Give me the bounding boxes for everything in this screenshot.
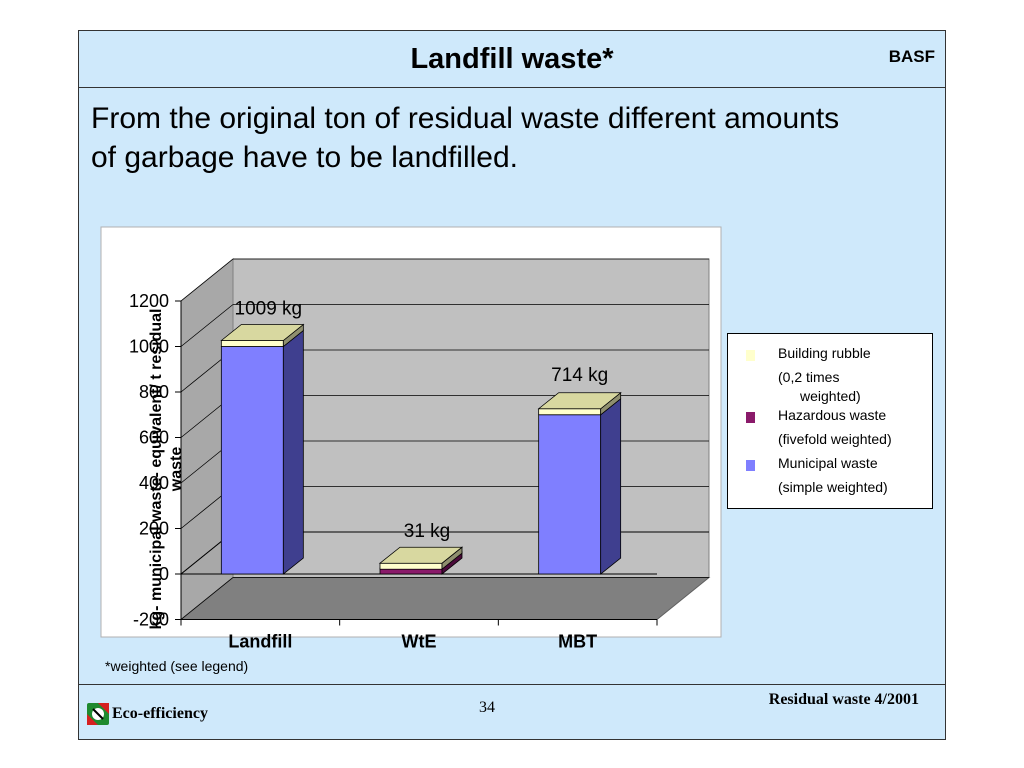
x-tick-label: WtE xyxy=(402,632,437,652)
bar-wte-front xyxy=(379,562,443,570)
y-tick-label: 400 xyxy=(139,473,169,493)
x-tick-label: MBT xyxy=(558,632,597,652)
bar-mbt-front xyxy=(538,408,602,416)
intro-text: From the original ton of residual waste … xyxy=(91,102,840,174)
legend-swatch-municipal-waste xyxy=(746,460,755,471)
legend-text: (simple weighted) xyxy=(778,479,888,495)
y-tick-label: 1200 xyxy=(129,291,169,311)
bar-landfill-front xyxy=(220,346,284,575)
y-tick-label: 1000 xyxy=(129,337,169,357)
bar-landfill-front xyxy=(220,340,284,347)
data-label: 1009 kg xyxy=(235,299,303,320)
legend-text: (fivefold weighted) xyxy=(778,431,892,447)
y-tick-label: 0 xyxy=(159,564,169,584)
legend-swatch-building-rubble xyxy=(746,350,755,361)
legend-text: Municipal waste xyxy=(778,455,878,471)
data-label: 31 kg xyxy=(404,521,450,542)
chart-legend: Building rubble (0,2 times weighted) Hazard… xyxy=(727,333,933,509)
legend-text: Hazardous waste xyxy=(778,407,887,423)
bar-mbt-top xyxy=(537,392,622,410)
slide: Landfill waste* BASF From the original t… xyxy=(78,30,946,740)
gridline-side xyxy=(180,258,234,302)
legend-text: weighted) xyxy=(800,388,861,404)
gridline-side xyxy=(180,577,234,620)
footnote: *weighted (see legend) xyxy=(105,658,249,674)
y-axis-label: kg- municipal waste- equivalent/ t resid… xyxy=(148,308,185,630)
footer-left: Eco-efficiency xyxy=(87,703,208,725)
title-bar: Landfill waste* BASF xyxy=(79,31,945,88)
x-tick-label: Landfill xyxy=(228,632,292,652)
footer-divider xyxy=(79,684,945,685)
legend-text: (0,2 times xyxy=(778,369,840,385)
back-wall xyxy=(232,258,710,578)
gridline-side xyxy=(180,304,234,347)
y-tick-label: 600 xyxy=(139,428,169,448)
y-tick-label: 800 xyxy=(139,382,169,402)
chart: -200 0 200 400 600 800 1000 1200 Landfill WtE MBT 1… xyxy=(100,226,722,652)
brand-label: BASF xyxy=(888,47,935,66)
bar-mbt-side xyxy=(600,397,622,575)
footer-right-label: Residual waste 4/2001 xyxy=(768,691,919,708)
y-tick-label: 200 xyxy=(139,519,169,539)
bar-landfill-top xyxy=(220,324,305,341)
slide-title: Landfill waste* xyxy=(410,43,614,75)
bar-mbt-front xyxy=(538,414,602,575)
legend-swatch-hazardous-waste xyxy=(746,412,755,423)
eco-efficiency-logo-icon xyxy=(87,703,109,725)
chart-floor xyxy=(179,577,711,620)
bar-landfill-side xyxy=(282,329,304,575)
bar-wte-top xyxy=(378,546,464,564)
y-tick-label: -200 xyxy=(133,610,169,630)
legend-text: Building rubble xyxy=(778,345,871,361)
data-label: 714 kg xyxy=(551,365,608,386)
footer-left-label: Eco-efficiency xyxy=(112,705,208,722)
page-number: 34 xyxy=(479,699,495,716)
